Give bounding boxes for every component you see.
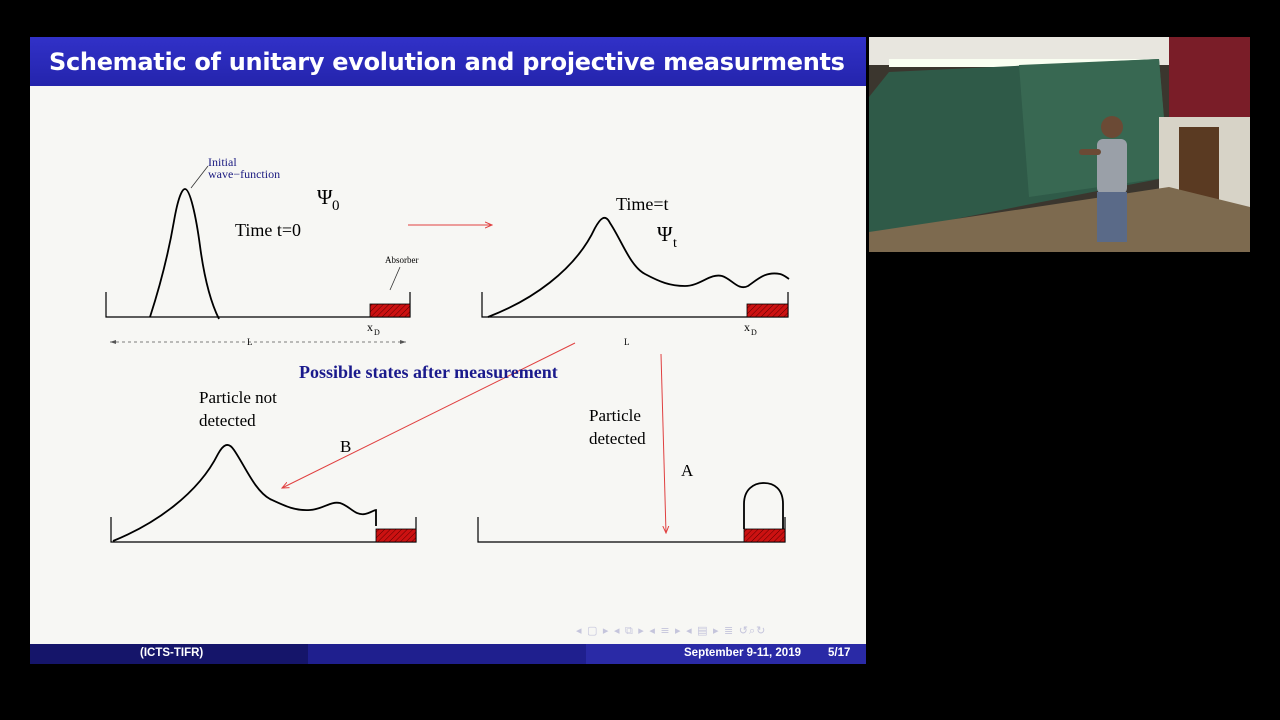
presenter-video-icon	[869, 37, 1250, 252]
nav-left-icon[interactable]: ◂ ▢ ▸	[576, 624, 610, 637]
beamer-navigation: ◂ ▢ ▸ ◂ ⧉ ▸ ◂ ≡ ▸ ◂ ▤ ▸ ≣ ↺⌕↻	[576, 624, 766, 638]
xd-right-label: x	[744, 320, 750, 334]
label-b: B	[340, 437, 351, 456]
subsection-icon[interactable]: ◂ ▤ ▸	[686, 624, 720, 637]
search-icon[interactable]: ↺⌕↻	[738, 624, 767, 637]
evolved-wavefunction-curve	[487, 216, 790, 318]
evolved-state-panel: Time=t Ψ t x D L	[481, 194, 790, 347]
detected-panel: Particle detected A	[477, 406, 786, 543]
arrow-to-detected	[660, 353, 666, 533]
footer-right: September 9-11, 2019 5/17	[586, 644, 866, 664]
detected-label-1: Particle	[589, 406, 641, 425]
absorber-right	[746, 303, 789, 318]
slide-title: Schematic of unitary evolution and proje…	[49, 48, 845, 76]
time-t-label: Time=t	[616, 194, 669, 214]
slide-footer: (ICTS-TIFR) September 9-11, 2019 5/17	[30, 644, 866, 664]
initial-wavefunction-label: Initial	[208, 155, 237, 169]
psi0-subscript: 0	[332, 198, 340, 214]
time-zero-label: Time t=0	[235, 220, 301, 240]
footer-left: (ICTS-TIFR)	[30, 644, 308, 664]
length-right-label: L	[624, 337, 630, 347]
absorber-pointer	[389, 266, 401, 291]
section-icon[interactable]: ◂ ≡ ▸	[649, 624, 682, 637]
label-a: A	[681, 461, 694, 480]
absorber-left	[369, 303, 411, 318]
initial-pointer	[190, 165, 209, 189]
detected-box	[477, 517, 786, 543]
title-bar: Schematic of unitary evolution and proje…	[30, 37, 866, 86]
absorber-label: Absorber	[385, 255, 419, 265]
footer-date: September 9-11, 2019	[684, 647, 801, 659]
initial-state-panel: Initial wave−function Ψ 0 Time t=0 Absor…	[105, 155, 419, 347]
xd-left-label: x	[367, 320, 373, 334]
psit-symbol: Ψ	[657, 222, 673, 246]
psit-subscript: t	[673, 236, 677, 251]
psi0-symbol: Ψ	[317, 185, 333, 209]
footer-page: 5/17	[828, 647, 851, 659]
frame-icon[interactable]: ◂ ⧉ ▸	[613, 624, 645, 637]
initial-wavefunction-curve	[149, 188, 220, 320]
presentation-slide: Schematic of unitary evolution and proje…	[30, 37, 866, 664]
detected-label-2: detected	[589, 429, 646, 448]
possible-states-heading: Possible states after measurement	[299, 362, 558, 382]
arrow-to-not-detected	[282, 342, 576, 488]
measurement-diagram: Initial wave−function Ψ 0 Time t=0 Absor…	[105, 155, 790, 543]
not-detected-label-1: Particle not	[199, 388, 277, 407]
xd-right-subscript: D	[751, 328, 757, 337]
not-detected-box	[110, 517, 417, 543]
footer-institute: (ICTS-TIFR)	[140, 647, 204, 659]
presenter-video	[869, 37, 1250, 252]
detected-wavefunction-curve	[743, 482, 784, 529]
footer-middle	[308, 644, 586, 664]
not-detected-wavefunction-curve	[112, 444, 377, 542]
xd-left-subscript: D	[374, 328, 380, 337]
absorber-detected	[743, 528, 786, 543]
initial-wavefunction-label-2: wave−function	[208, 167, 280, 181]
toc-icon[interactable]: ≣	[724, 624, 735, 637]
not-detected-label-2: detected	[199, 411, 256, 430]
length-left-label: L	[247, 337, 253, 347]
not-detected-panel: Particle not detected B	[110, 388, 417, 543]
evolved-box	[481, 292, 789, 318]
absorber-not-detected	[375, 528, 417, 543]
